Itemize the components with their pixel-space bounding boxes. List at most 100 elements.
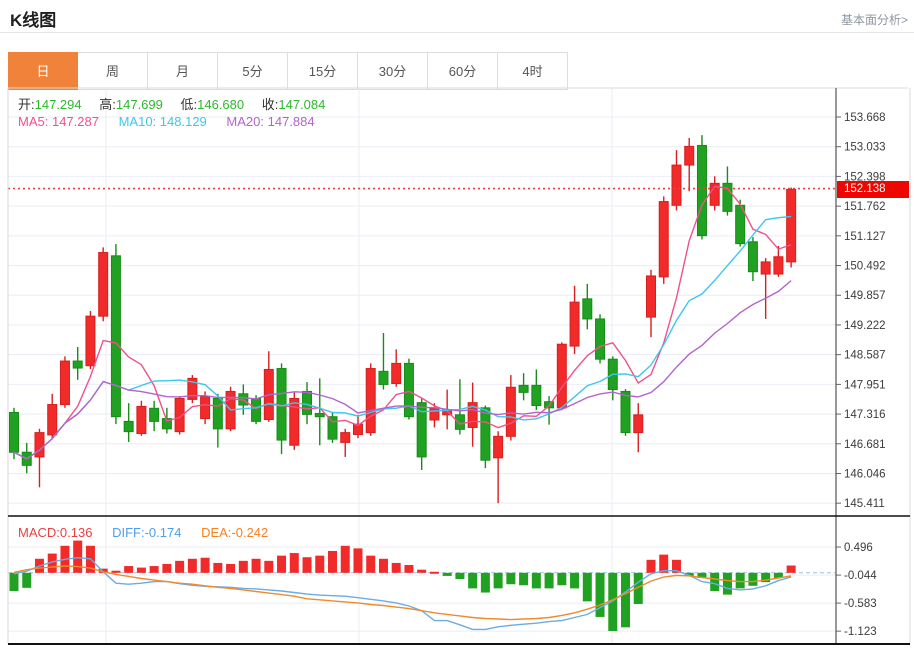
- candle[interactable]: [786, 188, 797, 263]
- tab-4[interactable]: 15分: [288, 52, 358, 90]
- candle[interactable]: [658, 201, 669, 278]
- candle[interactable]: [429, 407, 440, 421]
- diff-value-label: DIFF:-0.174: [112, 525, 182, 540]
- macd-bar: [124, 566, 134, 573]
- dea-line: [13, 565, 792, 621]
- candle[interactable]: [646, 275, 656, 318]
- ma20-line: [13, 280, 792, 460]
- svg-text:0.496: 0.496: [844, 542, 873, 554]
- candle[interactable]: [416, 402, 427, 458]
- candle[interactable]: [747, 241, 758, 273]
- ma5-legend: MA5: 147.287: [18, 114, 99, 129]
- candle[interactable]: [289, 397, 300, 446]
- candle[interactable]: [327, 416, 338, 440]
- candle[interactable]: [569, 301, 580, 347]
- macd-bar: [47, 553, 57, 573]
- candle[interactable]: [59, 360, 70, 406]
- macd-bar: [149, 566, 159, 573]
- svg-text:146.046: 146.046: [844, 468, 886, 480]
- candle[interactable]: [149, 407, 160, 422]
- candle[interactable]: [505, 386, 516, 437]
- candle[interactable]: [200, 396, 211, 420]
- macd-bar: [773, 572, 783, 578]
- macd-bar: [595, 572, 605, 617]
- macd-bar: [506, 572, 516, 585]
- svg-text:148.587: 148.587: [844, 350, 886, 362]
- macd-bar: [646, 559, 656, 573]
- macd-bar: [697, 572, 707, 578]
- svg-text:145.411: 145.411: [844, 498, 885, 510]
- tab-0[interactable]: 日: [8, 52, 78, 90]
- candle[interactable]: [582, 298, 593, 320]
- diff-line: [13, 556, 792, 631]
- candle[interactable]: [187, 377, 198, 400]
- macd-bar: [710, 572, 720, 591]
- tab-6[interactable]: 60分: [428, 52, 498, 90]
- candle[interactable]: [531, 384, 542, 406]
- svg-text:147.951: 147.951: [844, 379, 886, 391]
- candles-group[interactable]: [9, 135, 797, 504]
- candle[interactable]: [378, 370, 389, 385]
- candle[interactable]: [454, 414, 465, 430]
- macd-bar: [238, 560, 248, 573]
- candle[interactable]: [620, 390, 631, 434]
- fundamental-analysis-link[interactable]: 基本面分析>: [840, 13, 908, 27]
- candle[interactable]: [633, 414, 644, 434]
- candle[interactable]: [493, 435, 504, 459]
- candle[interactable]: [98, 252, 109, 317]
- candle[interactable]: [314, 412, 325, 418]
- macd-bar: [684, 572, 694, 576]
- candle[interactable]: [9, 411, 19, 453]
- candle[interactable]: [671, 164, 682, 206]
- candle[interactable]: [340, 432, 351, 443]
- close-label: 收:: [261, 97, 279, 112]
- candle[interactable]: [467, 402, 478, 428]
- tab-7[interactable]: 4时: [498, 52, 568, 90]
- candle[interactable]: [696, 144, 707, 237]
- candle[interactable]: [760, 261, 771, 275]
- candle[interactable]: [352, 423, 363, 435]
- candle[interactable]: [136, 405, 147, 435]
- candle[interactable]: [85, 315, 96, 367]
- candle[interactable]: [595, 318, 606, 360]
- candle[interactable]: [684, 145, 695, 166]
- title-bar: K线图 基本面分析>: [0, 0, 914, 33]
- macd-bar: [429, 571, 439, 574]
- candle[interactable]: [123, 420, 134, 433]
- macd-bar: [722, 572, 732, 595]
- tab-2[interactable]: 月: [148, 52, 218, 90]
- candle[interactable]: [47, 404, 58, 436]
- candle[interactable]: [722, 182, 733, 212]
- candle[interactable]: [110, 255, 121, 418]
- tab-5[interactable]: 30分: [358, 52, 428, 90]
- candle[interactable]: [72, 360, 83, 369]
- tab-1[interactable]: 周: [78, 52, 148, 90]
- macd-histogram[interactable]: [9, 540, 796, 631]
- svg-text:149.222: 149.222: [844, 320, 886, 332]
- macd-bar: [251, 558, 261, 573]
- macd-bar: [671, 559, 681, 573]
- candle[interactable]: [556, 343, 567, 409]
- tab-3[interactable]: 5分: [218, 52, 288, 90]
- candle[interactable]: [251, 397, 262, 422]
- candle[interactable]: [212, 397, 223, 430]
- candle[interactable]: [709, 182, 720, 206]
- candle[interactable]: [518, 384, 529, 393]
- ohlc-legend: 开:147.294 高:147.699 低:146.680 收:147.084: [18, 94, 339, 113]
- candle[interactable]: [773, 256, 784, 275]
- candle[interactable]: [391, 362, 402, 384]
- candle[interactable]: [34, 432, 45, 458]
- candle[interactable]: [403, 362, 414, 418]
- candle[interactable]: [302, 390, 313, 415]
- svg-text:152.398: 152.398: [844, 171, 886, 183]
- candle[interactable]: [161, 418, 172, 430]
- candle[interactable]: [365, 368, 376, 434]
- macd-bar: [302, 557, 312, 573]
- svg-text:153.033: 153.033: [844, 142, 886, 154]
- candle[interactable]: [174, 397, 185, 433]
- open-value: 147.294: [34, 97, 82, 112]
- candle[interactable]: [480, 407, 491, 461]
- macd-legend: MACD:0.136 DIFF:-0.174 DEA:-0.242: [18, 525, 268, 540]
